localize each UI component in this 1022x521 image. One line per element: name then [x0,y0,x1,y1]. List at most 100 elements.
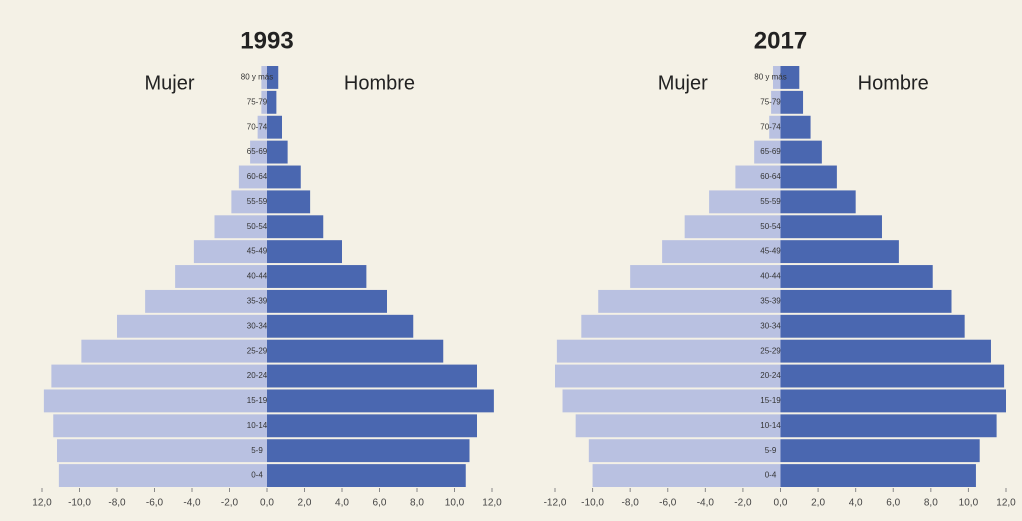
bar [267,389,494,413]
x-tick-label: 12,0 [32,498,52,509]
chart-title: 2017 [754,27,807,54]
category-label: 55-59 [247,197,268,206]
bar [709,190,781,214]
bar [780,364,1005,388]
bar [267,90,277,114]
category-label: 40-44 [247,272,268,281]
category-label: 70-74 [247,122,268,131]
x-tick-label: 4,0 [335,498,349,509]
bar [780,240,899,264]
bar [43,389,267,413]
bar [780,314,965,338]
bar [780,215,882,239]
bar [598,289,781,313]
bar [214,215,267,239]
x-tick-label: -6,0 [146,498,164,509]
category-label: 15-19 [760,396,781,405]
category-label: 60-64 [760,172,781,181]
bar [261,66,267,89]
bar [780,140,822,164]
bar [238,165,267,189]
bar [267,364,477,388]
bar [267,165,301,189]
category-label: 25-29 [760,346,781,355]
category-label: 50-54 [760,222,781,231]
bar [562,389,781,413]
category-label: 10-14 [760,421,781,430]
bar [267,140,288,164]
bar [267,215,324,239]
bar [267,265,367,288]
bar [81,339,267,363]
series-label: Hombre [344,72,415,94]
bar [193,240,267,264]
x-tick-label: -8,0 [108,498,126,509]
bar [772,66,781,89]
x-tick-label: -4,0 [697,498,715,509]
bar [592,464,781,487]
bar [780,265,933,288]
x-tick-label: -4,0 [183,498,201,509]
bar [780,389,1006,413]
category-label: 65-69 [247,147,268,156]
bar [267,240,342,264]
bar [780,439,980,463]
series-label: Hombre [858,72,929,94]
x-tick-label: -10,0 [581,498,604,509]
category-label: 45-49 [760,247,781,256]
category-label: 80 y más [754,73,786,82]
bar [267,66,279,89]
bar [575,414,781,438]
category-label: 35-39 [760,296,781,305]
category-label: 55-59 [760,197,781,206]
bar [555,364,781,388]
bar [257,115,267,139]
x-tick-label: -8,0 [622,498,640,509]
category-label: 80 y más [241,73,273,82]
category-label: 5-9 [251,446,263,455]
bar [58,464,267,487]
bar [57,439,267,463]
x-tick-label: 0,0 [260,498,274,509]
bar [267,314,414,338]
x-tick-label: 2,0 [811,498,825,509]
x-tick-label: 10,0 [959,498,979,509]
x-tick-label: 12,0 [482,498,502,509]
x-tick-label: 6,0 [373,498,387,509]
bar [145,289,267,313]
x-tick-label: -6,0 [659,498,677,509]
x-tick-label: 2,0 [298,498,312,509]
bar [267,339,444,363]
bar [117,314,267,338]
category-label: 65-69 [760,147,781,156]
bar [231,190,267,214]
x-tick-label: -10,0 [68,498,91,509]
bar [630,265,781,288]
category-label: 20-24 [760,371,781,380]
bar [556,339,781,363]
category-label: 50-54 [247,222,268,231]
category-label: 60-64 [247,172,268,181]
bar [261,90,267,114]
series-label: Mujer [144,72,194,94]
bar [267,190,311,214]
category-label: 35-39 [247,296,268,305]
bar [780,115,811,139]
bar [662,240,781,264]
category-label: 30-34 [760,321,781,330]
bar [735,165,781,189]
category-label: 30-34 [247,321,268,330]
bar [267,115,282,139]
bar [581,314,781,338]
bar [267,414,477,438]
bar [588,439,781,463]
x-tick-label: 6,0 [886,498,900,509]
category-label: 10-14 [247,421,268,430]
x-tick-label: -2,0 [734,498,752,509]
bar [267,439,470,463]
x-tick-label: 10,0 [445,498,465,509]
bar [175,265,267,288]
bar [780,339,991,363]
bar [780,464,976,487]
bar [780,90,804,114]
